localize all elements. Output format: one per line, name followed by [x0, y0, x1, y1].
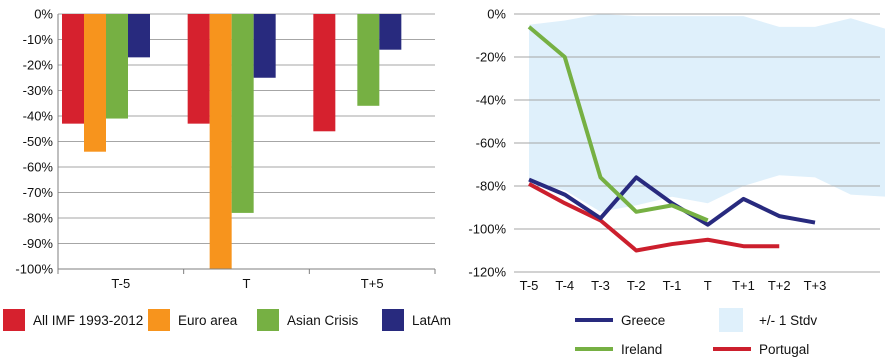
line-x-tick-label: T+3 — [804, 278, 827, 293]
line-y-tick-label: 0% — [487, 7, 506, 22]
bar-y-tick-label: -50% — [23, 134, 54, 149]
line-chart-legend: Greece Ireland Portugal +/- 1 Stdv — [575, 308, 817, 357]
line-series-ireland — [527, 25, 709, 223]
bar-y-tick-label: -10% — [23, 32, 54, 47]
bar-y-tick-label: -40% — [23, 109, 54, 124]
bar-y-tick-label: -70% — [23, 185, 54, 200]
bar-asian-crisis-t-5 — [106, 14, 128, 119]
bar-y-tick-label: -100% — [15, 262, 53, 277]
bar-y-tick-label: -20% — [23, 58, 54, 73]
line-chart-gridlines — [514, 13, 880, 273]
legend-label-ireland: Ireland — [621, 342, 662, 357]
bar-y-tick-label: -30% — [23, 83, 54, 98]
bar-y-tick-label: 0% — [34, 7, 53, 22]
bar-x-tick-label: T+5 — [361, 276, 384, 291]
line-x-tick-label: T+1 — [732, 278, 755, 293]
line-x-tick-label: T — [704, 278, 712, 293]
line-y-tick-label: -20% — [476, 50, 507, 65]
line-chart-x-tick-labels: T-5 T-4 T-3 T-2 T-1 T T+1 T+2 T+3 — [520, 278, 827, 293]
legend-label-all-imf-1993-2012: All IMF 1993-2012 — [33, 313, 143, 328]
legend-swatch-latam — [382, 309, 404, 331]
bar-latam-t — [253, 14, 276, 78]
line-series-greece — [528, 175, 816, 227]
bar-latam-t-5 — [128, 14, 150, 58]
line-x-tick-label: T+2 — [768, 278, 791, 293]
bar-y-tick-label: -80% — [23, 211, 54, 226]
bar-x-tick-label: T-5 — [111, 276, 130, 291]
line-chart-stdv-band — [529, 14, 885, 212]
legend-swatch-all-imf-1993-2012 — [3, 309, 25, 331]
bar-chart-x-tick-labels: T-5 T T+5 — [111, 276, 383, 291]
line-series-portugal — [528, 182, 780, 253]
line-y-tick-label: -60% — [476, 136, 507, 151]
stdv-band-area — [529, 14, 885, 212]
legend-swatch-euro-area — [148, 309, 170, 331]
bar-y-tick-label: -90% — [23, 236, 54, 251]
legend-label-latam: LatAm — [412, 313, 451, 328]
legend-swatch-asian-crisis — [257, 309, 279, 331]
line-y-tick-label: -100% — [468, 222, 506, 237]
bar-asian-crisis-t-5 — [357, 14, 380, 106]
bar-asian-crisis-t — [231, 14, 254, 213]
bar-chart: 0% -10% -20% -30% -40% -50% -60% -70% -80% -90% -1… — [3, 7, 451, 331]
bar-chart-axes — [57, 14, 436, 274]
bar-all-imf-1993-2012-t-5 — [313, 14, 336, 132]
line-x-tick-label: T-5 — [520, 278, 539, 293]
bar-chart-y-tick-labels: 0% -10% -20% -30% -40% -50% -60% -70% -80% -90% -1… — [15, 7, 53, 277]
line-x-tick-label: T-2 — [627, 278, 646, 293]
bar-y-tick-label: -60% — [23, 160, 54, 175]
legend-label-greece: Greece — [621, 313, 665, 328]
bar-x-tick-label: T — [243, 276, 251, 291]
line-chart-series — [527, 25, 816, 253]
bar-all-imf-1993-2012-t — [187, 14, 210, 124]
line-y-tick-label: -80% — [476, 179, 507, 194]
bar-chart-bars — [62, 14, 402, 269]
line-y-tick-label: -40% — [476, 93, 507, 108]
line-chart-y-tick-labels: 0% -20% -40% -60% -80% -100% -120% — [468, 7, 506, 280]
line-y-tick-label: -120% — [468, 265, 506, 280]
line-x-tick-label: T-1 — [663, 278, 682, 293]
bar-chart-legend: All IMF 1993-2012 Euro area Asian Crisis La… — [3, 309, 451, 331]
line-chart: 0%-20%-40%-60%-80%-100%-120% T-5 T-4 T-3 T-… — [468, 7, 885, 357]
line-x-tick-label: T-3 — [591, 278, 610, 293]
bar-latam-t-5 — [379, 14, 402, 50]
legend-label-asian-crisis: Asian Crisis — [287, 313, 359, 328]
legend-swatch-stdv-band — [719, 308, 743, 332]
bar-all-imf-1993-2012-t-5 — [62, 14, 84, 124]
legend-label-portugal: Portugal — [759, 342, 809, 357]
legend-label-stdv-band: +/- 1 Stdv — [759, 313, 817, 328]
line-x-tick-label: T-4 — [555, 278, 574, 293]
bar-euro-area-t-5 — [84, 14, 106, 152]
legend-label-euro-area: Euro area — [178, 313, 238, 328]
bar-euro-area-t — [209, 14, 232, 269]
